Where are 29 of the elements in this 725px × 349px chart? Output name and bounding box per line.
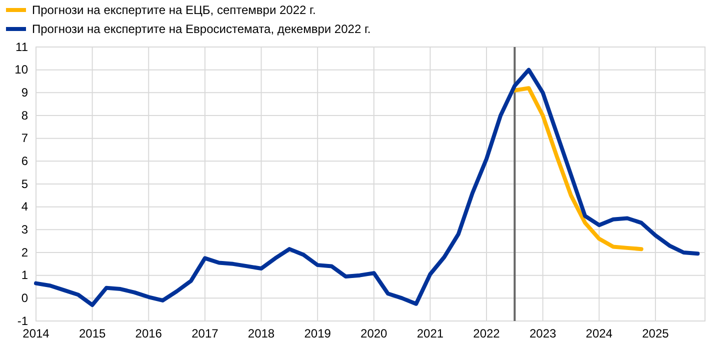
y-tick-label: 5	[21, 176, 28, 191]
x-tick-label: 2017	[192, 326, 219, 341]
y-tick-label: 7	[21, 131, 28, 146]
x-tick-label: 2014	[22, 326, 50, 341]
line-series	[512, 86, 644, 252]
x-tick-label: 2020	[360, 326, 388, 341]
legend-label: Прогнози на експертите на ЕЦБ, септември 2022 г.	[32, 3, 316, 17]
line-series	[34, 68, 700, 308]
x-tick-label: 2025	[642, 326, 670, 341]
x-tick-label: 2024	[586, 326, 613, 341]
y-tick-label: 11	[16, 40, 28, 54]
y-tick-label: 0	[21, 291, 28, 306]
y-tick-label: 3	[21, 222, 28, 237]
y-tick-label: 10	[14, 62, 28, 77]
x-tick-label: 2018	[248, 326, 275, 341]
y-tick-label: 2	[21, 245, 28, 260]
x-tick-label: 2022	[473, 326, 500, 341]
y-tick-label: 9	[21, 86, 28, 100]
legend-label: Прогнози на експертите на Евросистемата, декември 2022 г.	[32, 22, 371, 36]
y-tick-label: 1	[21, 268, 28, 282]
x-tick-label: 2019	[304, 326, 332, 341]
y-tick-label: -1	[17, 314, 28, 328]
x-tick-label: 2015	[78, 326, 106, 341]
y-tick-label: 8	[21, 108, 28, 122]
y-tick-label: 4	[21, 200, 28, 214]
x-tick-label: 2023	[529, 326, 556, 341]
y-tick-label: 6	[21, 154, 28, 168]
x-tick-label: 2021	[416, 326, 444, 341]
x-tick-label: 2016	[135, 326, 162, 341]
